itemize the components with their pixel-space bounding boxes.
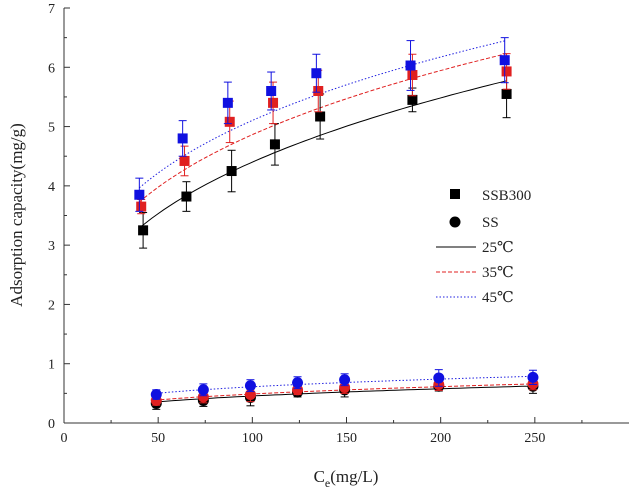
- x-axis-title-subscript: e: [325, 476, 330, 490]
- legend-label-ssb300: SSB300: [482, 188, 531, 204]
- data-point-circle: [339, 381, 351, 393]
- legend-label-35c: 35℃: [482, 265, 514, 281]
- x-tick-label: 0: [61, 431, 68, 446]
- legend-label-25c: 25℃: [482, 240, 514, 256]
- data-point-square: [224, 116, 235, 127]
- series-group: [138, 69, 512, 249]
- data-point-square: [179, 155, 190, 166]
- fit-curve: [154, 383, 535, 401]
- legend: SSB300 SS 25℃ 35℃ 45℃: [436, 188, 531, 306]
- series-group: [134, 37, 510, 212]
- data-point-square: [136, 201, 147, 212]
- data-point-square: [222, 97, 233, 108]
- data-points: [134, 37, 539, 410]
- fit-curve: [138, 53, 507, 203]
- fit-curve: [154, 375, 535, 394]
- y-tick-label: 6: [48, 61, 55, 76]
- legend-label-45c: 45℃: [482, 290, 514, 306]
- x-tick-label: 50: [151, 431, 165, 446]
- x-tick-label: 250: [524, 431, 545, 446]
- data-point-square: [407, 69, 418, 80]
- data-point-square: [311, 68, 322, 79]
- data-point-circle: [292, 377, 304, 389]
- data-point-square: [501, 66, 512, 77]
- data-point-square: [315, 111, 326, 122]
- data-point-square: [405, 60, 416, 71]
- y-tick-label: 4: [48, 180, 55, 195]
- data-point-circle: [197, 384, 209, 396]
- data-point-square: [226, 166, 237, 177]
- data-point-square: [134, 189, 145, 200]
- y-tick-label: 5: [48, 121, 55, 136]
- data-point-square: [501, 88, 512, 99]
- legend-label-ss: SS: [482, 215, 499, 231]
- x-axis-title-unit: (mg/L): [330, 467, 378, 486]
- y-ticks: 0 1 2 3 4 5 6 7: [48, 2, 70, 432]
- data-point-circle: [150, 389, 162, 401]
- y-tick-label: 0: [48, 417, 55, 432]
- y-tick-label: 2: [48, 298, 55, 313]
- data-point-circle: [527, 371, 539, 383]
- data-point-square: [407, 94, 418, 105]
- data-point-square: [266, 86, 277, 96]
- y-axis-title: Adsorption capacity(mg/g): [7, 123, 26, 307]
- data-point-circle: [433, 372, 445, 384]
- data-point-square: [177, 133, 188, 144]
- data-point-circle: [244, 380, 256, 392]
- data-point-square: [499, 55, 510, 66]
- x-tick-label: 150: [336, 431, 357, 446]
- data-point-square: [313, 86, 324, 96]
- legend-marker-ssb300: [450, 189, 460, 199]
- data-point-square: [181, 191, 192, 202]
- x-tick-label: 100: [242, 431, 263, 446]
- x-tick-label: 200: [430, 431, 451, 446]
- data-point-square: [269, 139, 280, 150]
- y-tick-label: 7: [48, 2, 55, 17]
- data-point-circle: [339, 374, 351, 386]
- data-point-square: [138, 225, 149, 236]
- y-tick-label: 1: [48, 358, 55, 373]
- fit-curves: [138, 39, 535, 403]
- y-tick-label: 3: [48, 239, 55, 254]
- axes: [63, 8, 629, 424]
- legend-marker-ss: [449, 216, 461, 228]
- x-ticks: 0 50 100 150 200 250: [61, 417, 583, 446]
- x-axis-title-main: C: [314, 467, 325, 486]
- fit-curve: [138, 80, 507, 229]
- data-point-square: [268, 97, 279, 108]
- x-axis-title: Ce(mg/L): [314, 467, 379, 490]
- series-group: [150, 369, 539, 401]
